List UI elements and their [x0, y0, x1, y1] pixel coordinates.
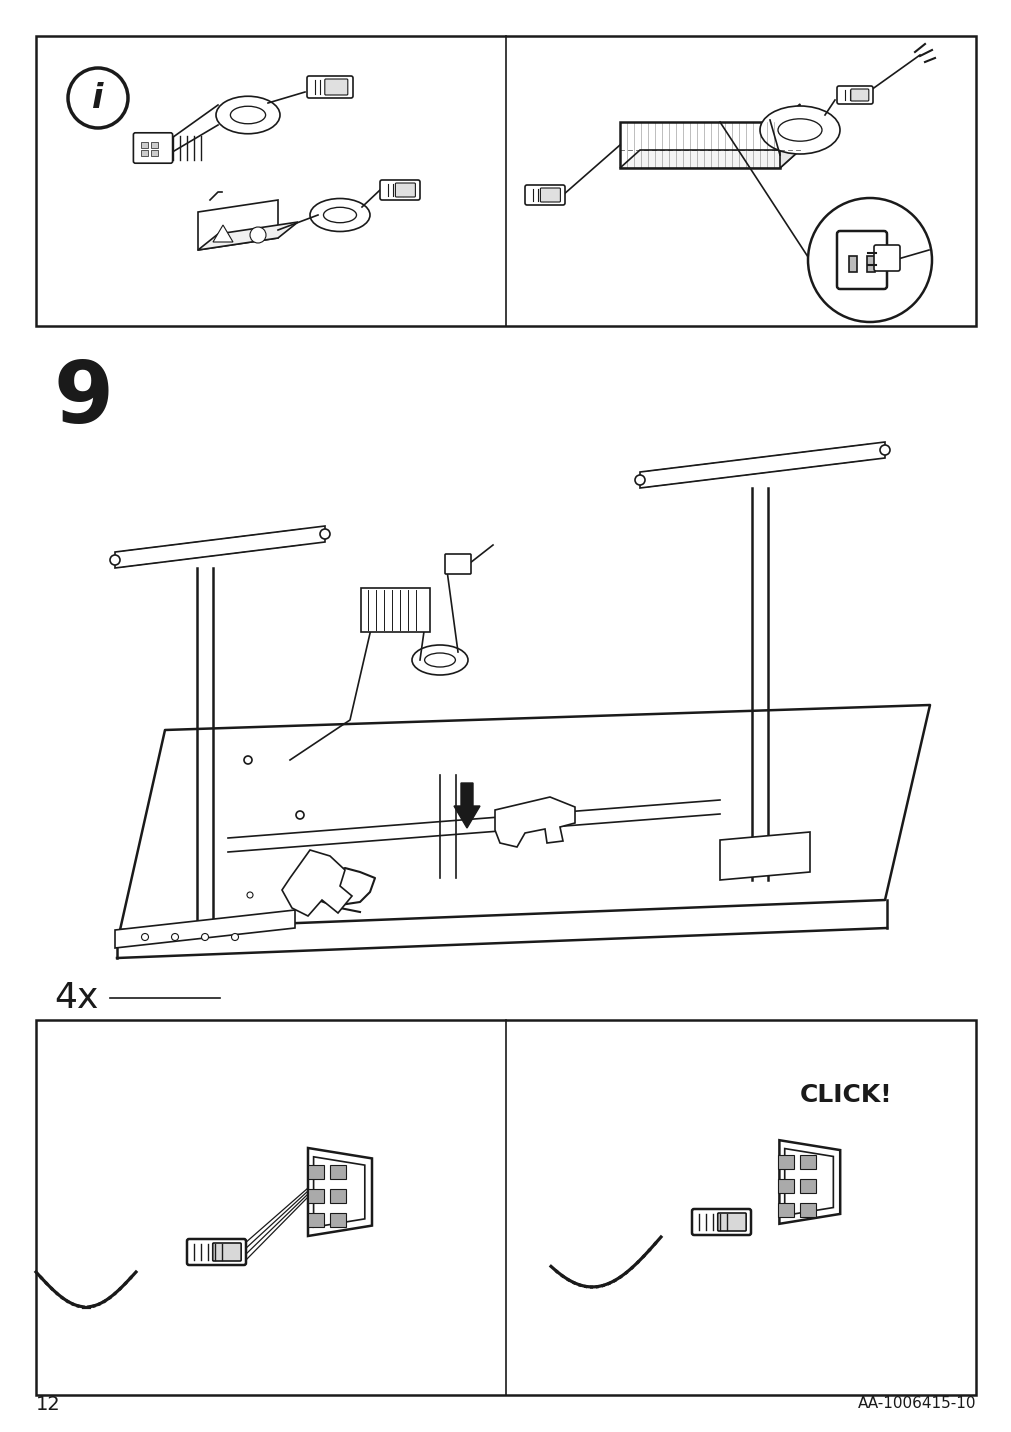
Circle shape [244, 756, 252, 765]
Bar [800, 1156, 815, 1169]
Bar [866, 256, 875, 272]
Circle shape [250, 228, 266, 243]
FancyBboxPatch shape [445, 554, 470, 574]
Bar [848, 256, 856, 272]
Ellipse shape [425, 653, 455, 667]
Text: 4x: 4x [54, 981, 98, 1015]
Polygon shape [212, 225, 233, 242]
FancyBboxPatch shape [361, 589, 430, 632]
Polygon shape [639, 442, 885, 488]
Circle shape [142, 934, 149, 941]
Text: AA-1006415-10: AA-1006415-10 [856, 1396, 975, 1412]
Ellipse shape [411, 644, 467, 674]
Bar [777, 1179, 794, 1193]
FancyArrow shape [454, 783, 479, 828]
FancyBboxPatch shape [325, 79, 348, 95]
Bar [307, 1189, 324, 1203]
FancyBboxPatch shape [187, 1239, 246, 1264]
Polygon shape [784, 1148, 832, 1216]
Bar [330, 1166, 346, 1179]
Bar [777, 1203, 794, 1217]
Polygon shape [620, 122, 779, 168]
Bar [777, 1156, 794, 1169]
Ellipse shape [324, 208, 356, 223]
Ellipse shape [777, 119, 821, 142]
Polygon shape [620, 150, 800, 168]
Circle shape [319, 528, 330, 538]
Circle shape [171, 934, 178, 941]
Ellipse shape [309, 199, 370, 232]
Bar [142, 150, 149, 156]
FancyBboxPatch shape [717, 1213, 745, 1232]
Bar [307, 1166, 324, 1179]
Ellipse shape [759, 106, 839, 155]
FancyBboxPatch shape [836, 86, 872, 105]
Polygon shape [198, 222, 297, 251]
FancyBboxPatch shape [836, 231, 886, 289]
Circle shape [68, 67, 127, 127]
Polygon shape [115, 526, 325, 569]
FancyBboxPatch shape [133, 133, 173, 163]
Polygon shape [494, 798, 574, 846]
FancyBboxPatch shape [395, 183, 415, 198]
Circle shape [247, 892, 253, 898]
Bar [330, 1189, 346, 1203]
Polygon shape [198, 200, 278, 251]
Circle shape [110, 556, 120, 566]
FancyBboxPatch shape [212, 1243, 241, 1262]
Text: CLICK!: CLICK! [800, 1083, 892, 1107]
Circle shape [201, 934, 208, 941]
Circle shape [295, 811, 303, 819]
FancyBboxPatch shape [692, 1209, 750, 1234]
Bar [142, 142, 149, 147]
Text: 12: 12 [36, 1395, 61, 1413]
Polygon shape [779, 105, 800, 168]
Polygon shape [778, 1140, 839, 1224]
FancyBboxPatch shape [525, 185, 564, 205]
Text: 9: 9 [54, 358, 114, 441]
FancyBboxPatch shape [850, 89, 867, 102]
Circle shape [807, 198, 931, 322]
FancyBboxPatch shape [379, 180, 420, 200]
Text: i: i [92, 82, 104, 115]
Circle shape [232, 934, 239, 941]
Bar [800, 1179, 815, 1193]
FancyBboxPatch shape [306, 76, 353, 97]
Polygon shape [307, 1148, 372, 1236]
Polygon shape [120, 705, 929, 929]
Polygon shape [719, 832, 809, 881]
Circle shape [634, 475, 644, 485]
Bar [330, 1213, 346, 1227]
Ellipse shape [215, 96, 280, 133]
Circle shape [880, 445, 889, 455]
Bar [152, 150, 159, 156]
FancyBboxPatch shape [874, 245, 899, 271]
FancyBboxPatch shape [540, 188, 560, 202]
Bar [307, 1213, 324, 1227]
Polygon shape [313, 1157, 364, 1227]
Bar [36, 1020, 975, 1395]
Ellipse shape [231, 106, 265, 123]
Bar [152, 142, 159, 147]
Polygon shape [282, 851, 352, 916]
Bar [36, 36, 975, 326]
Bar [800, 1203, 815, 1217]
Polygon shape [115, 909, 295, 948]
